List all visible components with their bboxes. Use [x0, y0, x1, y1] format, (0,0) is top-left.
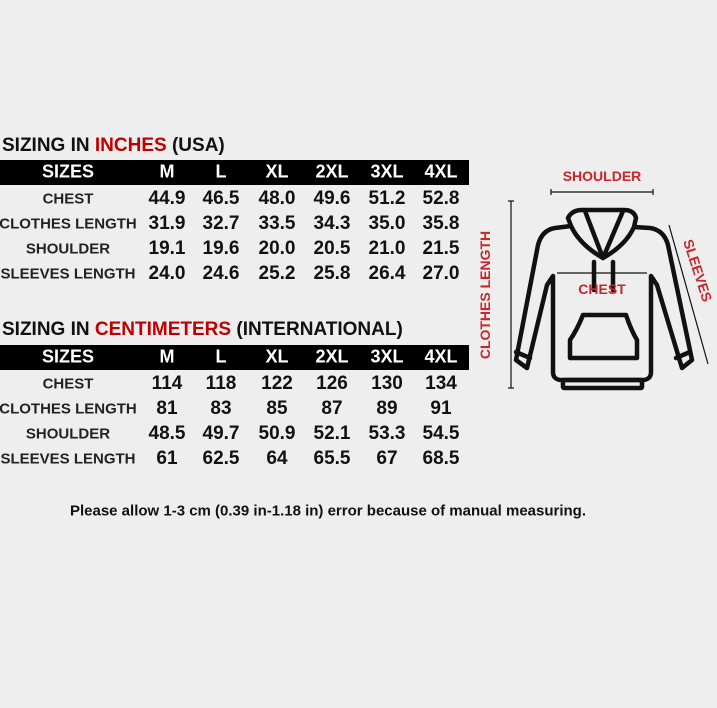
table-cell: 20.0: [258, 238, 296, 259]
header-cell: M: [159, 161, 175, 182]
table-cell: 19.6: [202, 238, 240, 259]
table-cell: 26.4: [368, 263, 406, 284]
inches-table-title: SIZING IN INCHES (USA): [2, 135, 225, 157]
table-cell: 19.1: [148, 238, 186, 259]
table-cell: 118: [205, 373, 237, 394]
table-cell: 25.2: [258, 263, 296, 284]
table-cell: 68.5: [422, 448, 460, 469]
table-cell: 87: [321, 398, 343, 419]
title-suffix: (USA): [166, 135, 225, 156]
table-cell: 31.9: [148, 213, 186, 234]
header-cell: XL: [265, 161, 289, 182]
header-cell: SIZES: [41, 161, 95, 182]
table-cell: 50.9: [258, 423, 296, 444]
header-cell: L: [215, 161, 227, 182]
table-cell: 53.3: [368, 423, 406, 444]
header-cell: XL: [265, 346, 289, 367]
table-cell: 64: [266, 448, 288, 469]
table-cell: 91: [430, 398, 452, 419]
table-cell: 61: [156, 448, 178, 469]
table-cell: 85: [266, 398, 288, 419]
title-suffix: (INTERNATIONAL): [231, 319, 403, 340]
table-cell: 126: [316, 373, 348, 394]
header-cell: SIZES: [41, 346, 95, 367]
row-label: CHEST: [42, 190, 94, 208]
table-cell: 62.5: [202, 448, 240, 469]
row-label: CHEST: [42, 375, 94, 393]
table-cell: 20.5: [313, 238, 351, 259]
header-cell: L: [215, 346, 227, 367]
table-cell: 24.6: [202, 263, 240, 284]
header-cell: 4XL: [424, 346, 458, 367]
title-highlight: CENTIMETERS: [94, 319, 232, 340]
table-cell: 52.1: [313, 423, 351, 444]
table-cell: 35.8: [422, 213, 460, 234]
table-cell: 51.2: [368, 188, 406, 209]
table-cell: 81: [156, 398, 178, 419]
shoulder-label: SHOULDER: [563, 168, 642, 184]
header-cell: M: [159, 346, 175, 367]
header-cell: 4XL: [424, 161, 458, 182]
inches-header-bar: [0, 160, 469, 185]
table-cell: 49.7: [202, 423, 240, 444]
measurement-note: Please allow 1-3 cm (0.39 in-1.18 in) er…: [69, 502, 587, 520]
table-cell: 46.5: [202, 188, 240, 209]
table-cell: 33.5: [258, 213, 296, 234]
table-cell: 48.5: [148, 423, 186, 444]
table-cell: 89: [376, 398, 398, 419]
table-cell: 54.5: [422, 423, 460, 444]
row-label: CLOTHES LENGTH: [0, 215, 137, 233]
hoodie-outline: [513, 207, 695, 391]
title-highlight: INCHES: [94, 135, 167, 156]
header-cell: 3XL: [370, 161, 404, 182]
table-cell: 65.5: [313, 448, 351, 469]
centimeters-header-bar: [0, 345, 469, 370]
table-cell: 34.3: [313, 213, 351, 234]
row-label: SLEEVES LENGTH: [0, 450, 136, 468]
table-cell: 21.5: [422, 238, 460, 259]
title-prefix: SIZING IN: [2, 135, 95, 156]
table-cell: 52.8: [422, 188, 460, 209]
table-cell: 134: [425, 373, 457, 394]
table-cell: 25.8: [313, 263, 351, 284]
table-cell: 114: [151, 373, 183, 394]
header-cell: 3XL: [370, 346, 404, 367]
table-cell: 27.0: [422, 263, 460, 284]
table-cell: 24.0: [148, 263, 186, 284]
table-cell: 48.0: [258, 188, 296, 209]
row-label: CLOTHES LENGTH: [0, 400, 137, 418]
table-cell: 44.9: [148, 188, 186, 209]
table-cell: 49.6: [313, 188, 351, 209]
header-cell: 2XL: [315, 161, 349, 182]
sleeves-label: SLEEVES: [680, 237, 715, 303]
chest-label: CHEST: [578, 281, 626, 297]
row-label: SLEEVES LENGTH: [0, 265, 136, 283]
centimeters-table-title: SIZING IN CENTIMETERS (INTERNATIONAL): [2, 319, 403, 341]
sleeve-measure-line: [668, 224, 709, 365]
table-cell: 32.7: [202, 213, 240, 234]
table-cell: 67: [376, 448, 398, 469]
header-cell: 2XL: [315, 346, 349, 367]
title-prefix: SIZING IN: [2, 319, 95, 340]
table-cell: 122: [261, 373, 293, 394]
table-cell: 83: [210, 398, 232, 419]
table-cell: 130: [371, 373, 403, 394]
row-label: SHOULDER: [25, 425, 111, 443]
row-label: SHOULDER: [25, 240, 111, 258]
table-cell: 21.0: [368, 238, 406, 259]
clothes-length-label: CLOTHES LENGTH: [477, 231, 493, 359]
table-cell: 35.0: [368, 213, 406, 234]
